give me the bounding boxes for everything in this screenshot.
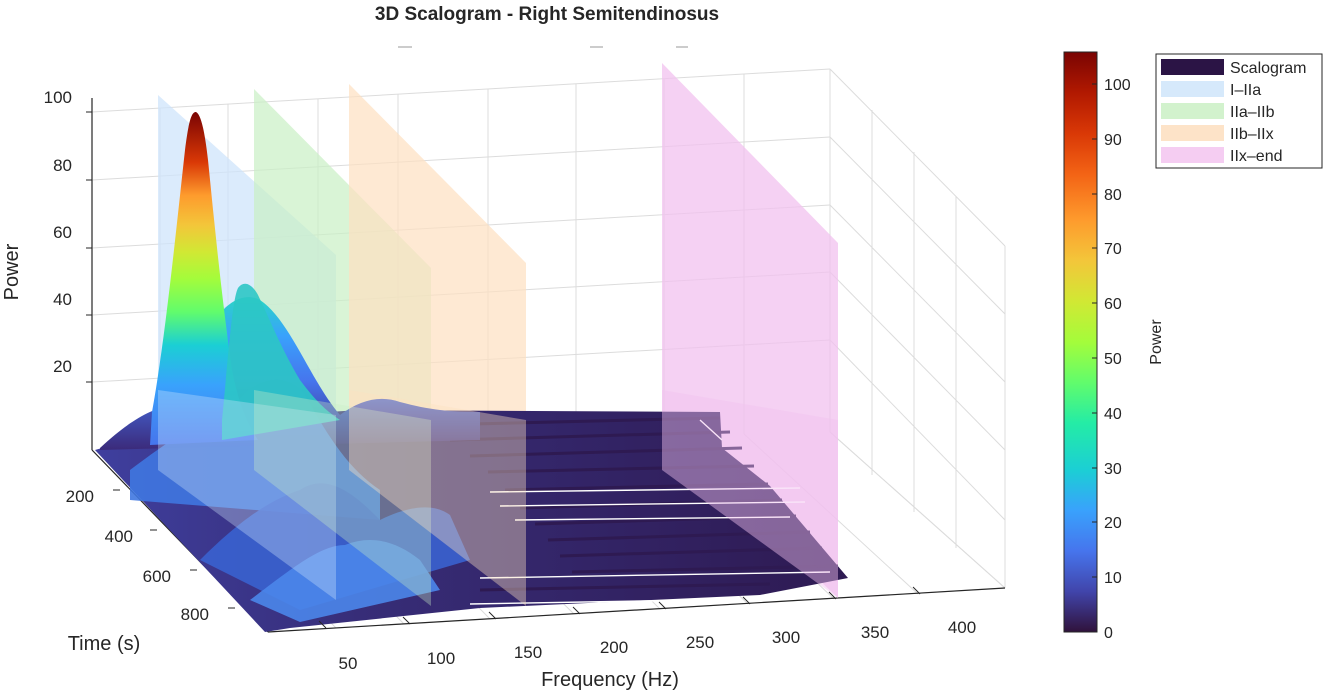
colorbar-label: Power — [1148, 319, 1165, 365]
colorbar-ticks — [1092, 83, 1097, 633]
band-plane-iib-iix-front — [349, 390, 526, 606]
x-axis-line — [267, 587, 1006, 633]
surface-hill-front2 — [250, 540, 440, 622]
legend-swatch-scalogram — [1161, 59, 1224, 75]
chart-title: 3D Scalogram - Right Semitendinosus — [375, 4, 719, 25]
z-axis-ticks — [86, 111, 92, 383]
colorbar: 0 10 20 30 40 50 60 70 80 90 100 Power — [1063, 51, 1165, 642]
legend-entry: I–IIa — [1230, 82, 1261, 99]
x-tick-label: 400 — [948, 618, 976, 637]
z-tick-label: 80 — [53, 156, 72, 175]
colorbar-tick-label: 80 — [1104, 187, 1122, 204]
band-plane-iia-iib-front — [254, 390, 431, 606]
y-tick-label: 400 — [105, 527, 133, 546]
z-tick-label: 40 — [53, 290, 72, 309]
y-tick-label: 800 — [181, 605, 209, 624]
legend-entry: IIx–end — [1230, 148, 1282, 165]
y-axis-ticks — [113, 489, 235, 609]
colorbar-tick-label: 90 — [1104, 132, 1122, 149]
z-axis-label: Power — [1, 243, 23, 300]
x-tick-label: 250 — [686, 633, 714, 652]
y-tick-label: 200 — [66, 487, 94, 506]
legend-swatch-iix-end — [1161, 147, 1224, 163]
legend-entry: IIb–IIx — [1230, 126, 1274, 143]
x-axis-label: Frequency (Hz) — [541, 669, 679, 691]
x-tick-label: 200 — [600, 638, 628, 657]
legend-swatch-iib-iix — [1161, 125, 1224, 141]
colorbar-tick-label: 50 — [1104, 351, 1122, 368]
y-axis-label: Time (s) — [68, 633, 141, 655]
z-tick-label: 20 — [53, 357, 72, 376]
legend-swatch-i-iia — [1161, 81, 1224, 97]
z-tick-label: 100 — [44, 88, 72, 107]
band-plane-iix-end-front — [662, 390, 838, 598]
legend: Scalogram I–IIa IIa–IIb IIb–IIx IIx–end — [1155, 53, 1323, 169]
band-planes-front — [158, 390, 838, 606]
colorbar-tick-label: 40 — [1104, 406, 1122, 423]
surface-secondary-peak — [222, 283, 340, 440]
x-tick-label: 300 — [772, 628, 800, 647]
surface-gaps — [469, 419, 831, 605]
legend-entry: IIa–IIb — [1230, 104, 1275, 121]
x-tick-label: 150 — [514, 643, 542, 662]
band-plane-i-iia-front — [158, 390, 336, 600]
colorbar-tick-label: 70 — [1104, 241, 1122, 258]
legend-swatch-iia-iib — [1161, 103, 1224, 119]
legend-entry: Scalogram — [1230, 60, 1306, 77]
z-tick-label: 60 — [53, 223, 72, 242]
scalogram-surface — [95, 112, 848, 632]
y-tick-label: 600 — [143, 567, 171, 586]
x-tick-label: 350 — [861, 623, 889, 642]
x-tick-label: 100 — [427, 649, 455, 668]
x-tick-label: 50 — [339, 654, 358, 673]
colorbar-tick-label: 0 — [1104, 625, 1113, 642]
colorbar-tick-label: 30 — [1104, 461, 1122, 478]
colorbar-tick-label: 60 — [1104, 296, 1122, 313]
colorbar-tick-label: 20 — [1104, 515, 1122, 532]
colorbar-tick-label: 100 — [1104, 77, 1131, 94]
colorbar-gradient — [1063, 51, 1098, 633]
surface-main-peak — [150, 112, 258, 445]
x-axis-ticks — [318, 586, 921, 629]
colorbar-tick-label: 10 — [1104, 570, 1122, 587]
